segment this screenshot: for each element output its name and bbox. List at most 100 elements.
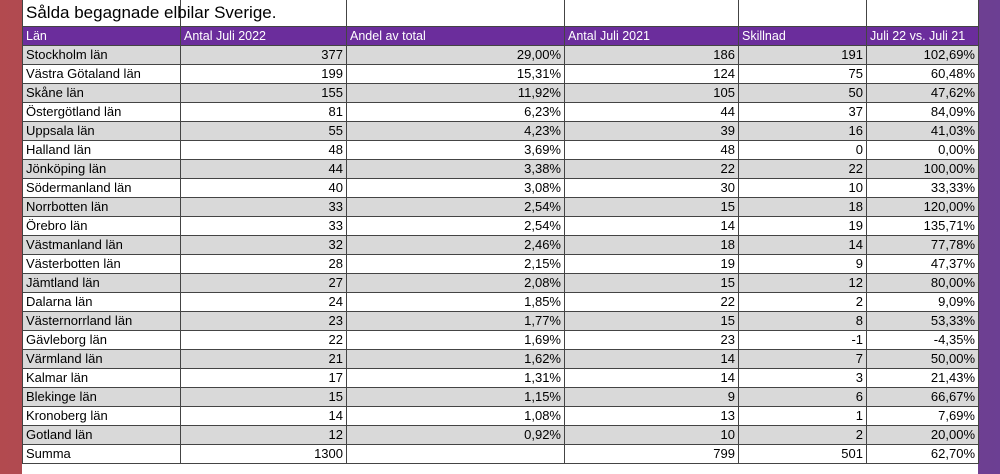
cell: 20,00%: [866, 425, 979, 445]
cell: 15: [564, 311, 739, 331]
data-row: Örebro län 33 2,54% 14 19 135,71%: [22, 216, 979, 236]
column-header: Juli 22 vs. Juli 21: [866, 26, 979, 46]
county: Kronoberg län: [22, 406, 181, 426]
data-row: Norrbotten län 33 2,54% 15 18 120,00%: [22, 197, 979, 217]
data-row: Jämtland län 27 2,08% 15 12 80,00%: [22, 273, 979, 293]
cell: 105: [564, 83, 739, 103]
cell: 40: [180, 178, 347, 198]
cell: 7: [738, 349, 867, 369]
cell: 155: [180, 83, 347, 103]
cell: 12: [738, 273, 867, 293]
cell: 22: [180, 330, 347, 350]
cell: 191: [738, 45, 867, 65]
data-row: Stockholm län 377 29,00% 186 191 102,69%: [22, 45, 979, 65]
cell: 0: [738, 140, 867, 160]
cell: 39: [564, 121, 739, 141]
cell: 6: [738, 387, 867, 407]
cell: 2,54%: [346, 197, 565, 217]
cell: 15,31%: [346, 64, 565, 84]
cell: 17: [180, 368, 347, 388]
cell: 66,67%: [866, 387, 979, 407]
cell: 3,69%: [346, 140, 565, 160]
data-row: Gotland län 12 0,92% 10 2 20,00%: [22, 425, 979, 445]
cell: 18: [564, 235, 739, 255]
cell: 21,43%: [866, 368, 979, 388]
cell: 22: [564, 159, 739, 179]
table-body: Sålda begagnade elbilar Sverige. Län Anta…: [22, 0, 979, 464]
cell: 6,23%: [346, 102, 565, 122]
cell: 14: [738, 235, 867, 255]
cell: [346, 0, 565, 27]
cell: 1: [738, 406, 867, 426]
county: Örebro län: [22, 216, 181, 236]
cell: 19: [564, 254, 739, 274]
cell: 62,70%: [866, 444, 979, 464]
cell: 199: [180, 64, 347, 84]
cell: 48: [564, 140, 739, 160]
data-row: Blekinge län 15 1,15% 9 6 66,67%: [22, 387, 979, 407]
data-row: Östergötland län 81 6,23% 44 37 84,09%: [22, 102, 979, 122]
cell: 0,92%: [346, 425, 565, 445]
cell: 2,08%: [346, 273, 565, 293]
cell: -1: [738, 330, 867, 350]
sheet: Sålda begagnade elbilar Sverige. Län Anta…: [22, 0, 979, 474]
cell: 60,48%: [866, 64, 979, 84]
cell: 135,71%: [866, 216, 979, 236]
county: Västernorrland län: [22, 311, 181, 331]
county: Jönköping län: [22, 159, 181, 179]
cell: 9,09%: [866, 292, 979, 312]
cell: 0,00%: [866, 140, 979, 160]
cell: 32: [180, 235, 347, 255]
cell: 2,15%: [346, 254, 565, 274]
column-header: Antal Juli 2021: [564, 26, 739, 46]
data-table: Sålda begagnade elbilar Sverige. Län Anta…: [22, 0, 979, 464]
data-row: Gävleborg län 22 1,69% 23 -1 -4,35%: [22, 330, 979, 350]
cell: 41,03%: [866, 121, 979, 141]
cell: 33: [180, 216, 347, 236]
cell: 14: [180, 406, 347, 426]
cell: 33,33%: [866, 178, 979, 198]
cell: 9: [564, 387, 739, 407]
cell: [564, 0, 739, 27]
cell: 3: [738, 368, 867, 388]
cell: 3,08%: [346, 178, 565, 198]
column-header: Andel av total: [346, 26, 565, 46]
cell: 799: [564, 444, 739, 464]
cell: 186: [564, 45, 739, 65]
cell: 7,69%: [866, 406, 979, 426]
cell: 18: [738, 197, 867, 217]
cell: 12: [180, 425, 347, 445]
county: Gävleborg län: [22, 330, 181, 350]
county: Västra Götaland län: [22, 64, 181, 84]
cell: 501: [738, 444, 867, 464]
cell: 50: [738, 83, 867, 103]
county: Östergötland län: [22, 102, 181, 122]
cell: 15: [180, 387, 347, 407]
cell: 80,00%: [866, 273, 979, 293]
cell: 1,31%: [346, 368, 565, 388]
data-row: Västerbotten län 28 2,15% 19 9 47,37%: [22, 254, 979, 274]
cell: 10: [738, 178, 867, 198]
data-row: Jönköping län 44 3,38% 22 22 100,00%: [22, 159, 979, 179]
county: Norrbotten län: [22, 197, 181, 217]
cell: 55: [180, 121, 347, 141]
county: Uppsala län: [22, 121, 181, 141]
data-row: Kronoberg län 14 1,08% 13 1 7,69%: [22, 406, 979, 426]
cell: [866, 0, 979, 27]
cell: 1,08%: [346, 406, 565, 426]
cell: 3,38%: [346, 159, 565, 179]
county: Skåne län: [22, 83, 181, 103]
cell: 44: [564, 102, 739, 122]
county: Jämtland län: [22, 273, 181, 293]
cell: 124: [564, 64, 739, 84]
cell: 47,37%: [866, 254, 979, 274]
cell: 16: [738, 121, 867, 141]
cell: 2: [738, 292, 867, 312]
total-label: Summa: [22, 444, 181, 464]
cell: 15: [564, 197, 739, 217]
cell: [738, 0, 867, 27]
cell: 2,46%: [346, 235, 565, 255]
cell: 120,00%: [866, 197, 979, 217]
cell: 44: [180, 159, 347, 179]
cell: 1,77%: [346, 311, 565, 331]
